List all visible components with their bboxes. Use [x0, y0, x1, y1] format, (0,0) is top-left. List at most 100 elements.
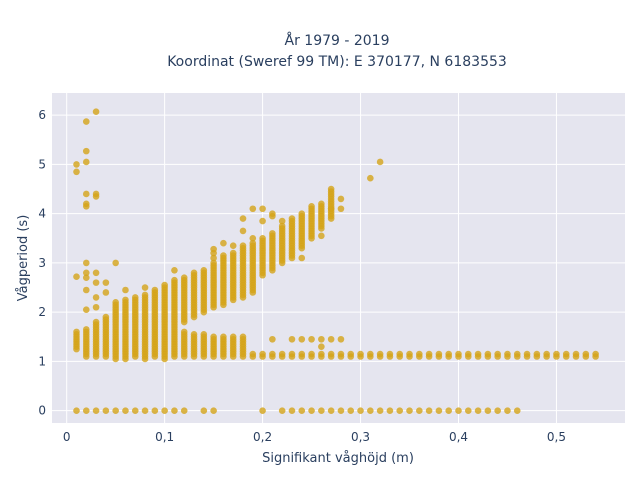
- data-point: [141, 291, 149, 299]
- data-point: [249, 205, 257, 213]
- y-axis-title: Vågperiod (s): [16, 215, 31, 302]
- data-point: [543, 350, 550, 358]
- data-point: [102, 289, 110, 296]
- data-point: [73, 161, 80, 168]
- data-point: [425, 350, 433, 358]
- data-point: [122, 296, 129, 304]
- data-point: [318, 232, 325, 240]
- data-point: [82, 306, 90, 314]
- data-point: [239, 227, 247, 235]
- data-point: [190, 269, 198, 277]
- data-points: [73, 108, 599, 414]
- data-point: [92, 190, 100, 198]
- data-point: [102, 407, 110, 414]
- data-point: [386, 407, 394, 414]
- data-point: [229, 242, 237, 249]
- data-point: [337, 407, 345, 414]
- data-point: [122, 407, 129, 414]
- y-tick-label: 0: [38, 404, 46, 418]
- x-axis-title: Signifikant våghöjd (m): [262, 451, 414, 466]
- data-point: [102, 313, 110, 321]
- data-point: [73, 328, 80, 336]
- data-point: [572, 350, 580, 358]
- data-point: [504, 350, 511, 358]
- data-point: [122, 286, 129, 294]
- data-point: [92, 407, 100, 414]
- data-point: [220, 333, 227, 341]
- data-point: [562, 350, 570, 358]
- data-point: [445, 407, 452, 414]
- data-point: [484, 407, 492, 414]
- data-point: [269, 210, 276, 217]
- data-point: [455, 407, 462, 414]
- data-point: [210, 254, 217, 262]
- data-point: [82, 274, 90, 282]
- y-tick-labels: 0 1 2 3 4 5 6: [38, 108, 46, 418]
- data-point: [308, 202, 315, 210]
- data-point: [318, 350, 325, 358]
- data-point: [92, 318, 100, 326]
- data-point: [151, 407, 159, 414]
- data-point: [278, 407, 286, 414]
- data-point: [82, 326, 90, 333]
- data-point: [269, 350, 276, 358]
- data-point: [92, 279, 100, 286]
- data-point: [210, 333, 217, 341]
- data-point: [288, 350, 296, 358]
- data-point: [171, 276, 178, 284]
- data-point: [151, 286, 159, 294]
- data-point: [269, 335, 276, 343]
- data-point: [278, 217, 286, 225]
- data-point: [249, 235, 257, 242]
- data-point: [367, 174, 374, 182]
- data-point: [288, 215, 296, 222]
- data-point: [367, 407, 374, 414]
- data-point: [396, 407, 404, 414]
- data-point: [210, 259, 217, 267]
- data-point: [259, 205, 266, 213]
- data-point: [298, 254, 306, 262]
- data-point: [494, 350, 501, 358]
- chart-title-line1: År 1979 - 2019: [285, 32, 390, 49]
- data-point: [406, 350, 413, 358]
- y-tick-label: 4: [38, 207, 46, 221]
- data-point: [308, 407, 315, 414]
- data-point: [82, 259, 90, 267]
- data-point: [161, 281, 168, 289]
- data-point: [102, 279, 110, 286]
- x-tick-labels: 0 0,1 0,2 0,3 0,4 0,5: [63, 430, 566, 444]
- data-point: [288, 407, 296, 414]
- data-point: [210, 245, 217, 253]
- data-point: [308, 350, 315, 358]
- data-point: [523, 350, 531, 358]
- data-point: [376, 350, 384, 358]
- data-point: [533, 350, 541, 358]
- data-point: [82, 190, 90, 198]
- plot-area: [52, 93, 625, 423]
- data-point: [337, 195, 345, 203]
- data-point: [259, 407, 266, 414]
- data-point: [298, 335, 306, 343]
- data-point: [259, 350, 266, 358]
- data-point: [249, 239, 257, 247]
- data-point: [367, 350, 374, 358]
- data-point: [200, 331, 208, 338]
- data-point: [435, 350, 443, 358]
- data-point: [484, 350, 492, 358]
- data-point: [180, 274, 188, 282]
- x-tick-label: 0,5: [547, 430, 566, 444]
- data-point: [82, 269, 90, 277]
- data-point: [396, 350, 404, 358]
- data-point: [553, 350, 560, 358]
- data-point: [200, 407, 208, 414]
- data-point: [92, 108, 100, 116]
- data-point: [327, 407, 335, 414]
- x-tick-label: 0,1: [155, 430, 174, 444]
- data-point: [269, 230, 276, 237]
- data-point: [82, 286, 90, 294]
- data-point: [298, 210, 306, 217]
- data-point: [210, 407, 217, 414]
- data-point: [376, 407, 384, 414]
